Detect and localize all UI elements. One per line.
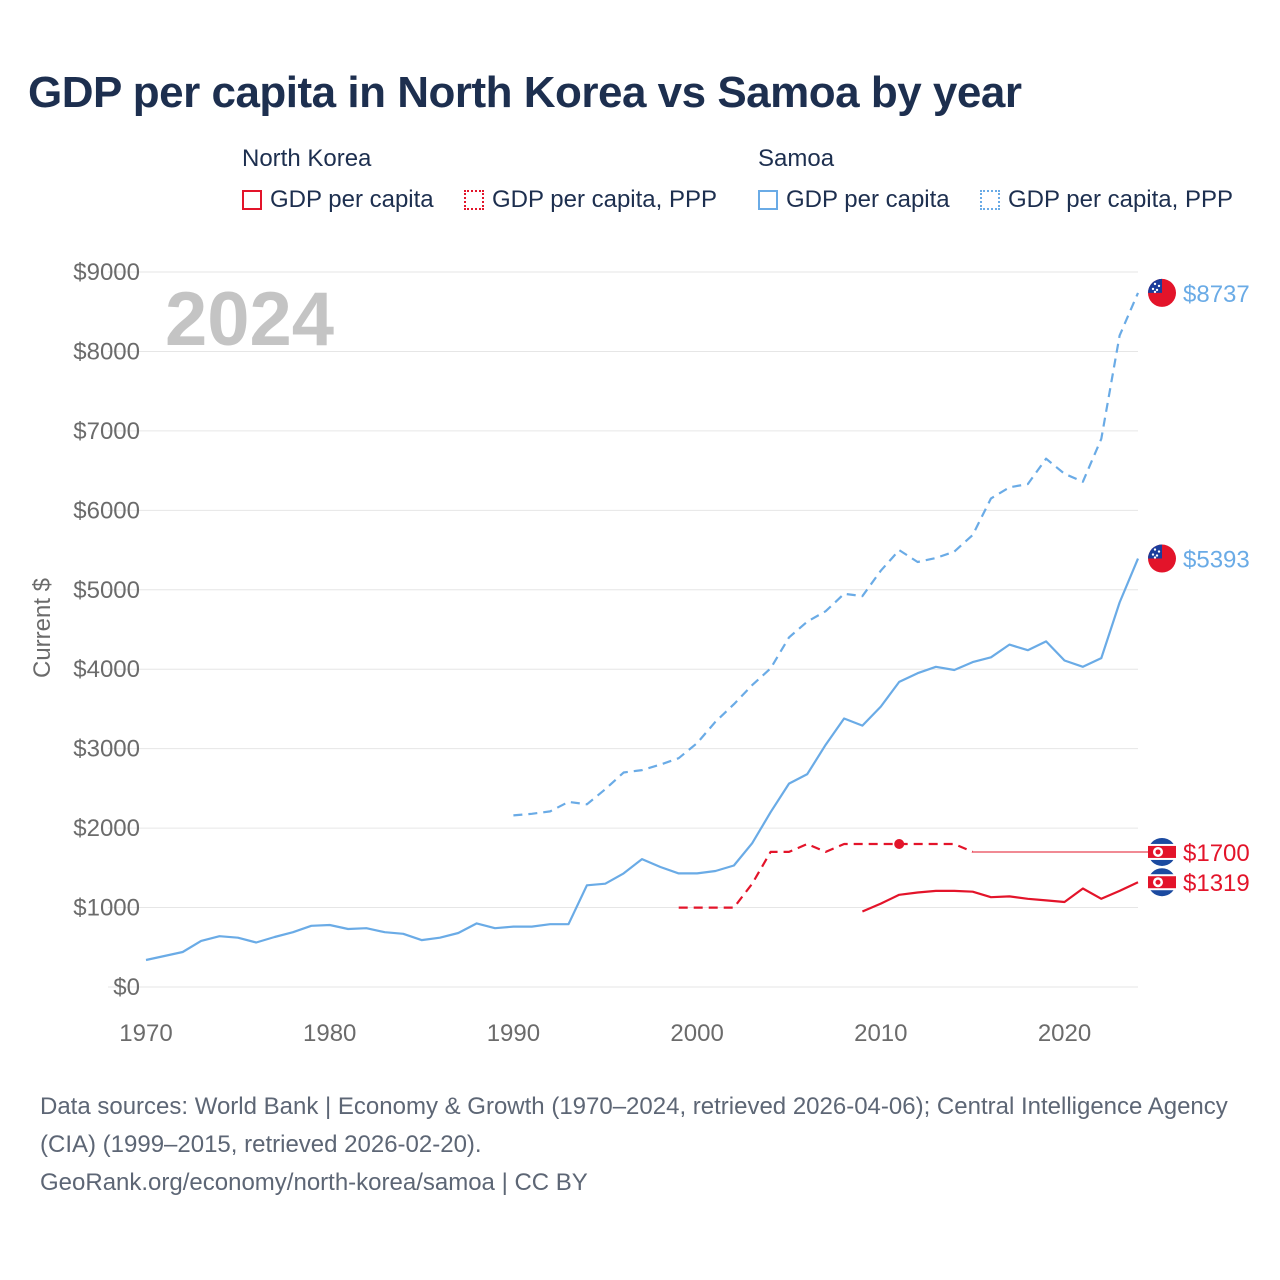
- x-tick-label: 1970: [119, 1020, 172, 1047]
- y-tick-label: $1000: [73, 895, 140, 922]
- y-tick-label: $4000: [73, 656, 140, 683]
- flag-star: [1153, 556, 1157, 559]
- end-value-label: $5393: [1183, 547, 1250, 574]
- grid: [108, 271, 1138, 988]
- end-marker-samoa: $8737: [1148, 278, 1250, 308]
- y-tick-label: $2000: [73, 815, 140, 842]
- flag-star: [1153, 282, 1157, 286]
- y-tick-label: $7000: [73, 418, 140, 445]
- end-marker-north_korea: $1319: [1148, 868, 1250, 897]
- end-value-label: $8737: [1183, 281, 1250, 308]
- y-tick-label: $9000: [73, 259, 140, 286]
- flag-star: [1153, 548, 1157, 551]
- credit-text[interactable]: GeoRank.org/economy/north-korea/samoa | …: [40, 1169, 588, 1196]
- series-line-samoa-gdp-per-capita-ppp: [513, 292, 1140, 817]
- flag-star: [1157, 284, 1161, 288]
- legend-swatch-samoa-gdp: [758, 190, 778, 210]
- flag-star: [1155, 879, 1161, 885]
- end-value-label: $1700: [1183, 840, 1250, 867]
- end-markers: $5393 $8737 $1319 $1700: [1148, 278, 1250, 897]
- chart-title: GDP per capita in North Korea vs Samoa b…: [28, 68, 1022, 117]
- legend-swatch-north-korea-gdp: [242, 190, 262, 210]
- flag-canton: [1148, 544, 1162, 559]
- x-tick-label: 1980: [303, 1020, 356, 1047]
- x-tick-label: 2000: [670, 1020, 723, 1047]
- series: [145, 292, 1160, 962]
- data-sources-text: Data sources: World Bank | Economy & Gro…: [40, 1093, 1228, 1158]
- legend-swatch-samoa-ppp: [980, 190, 1000, 210]
- year-watermark: 2024: [165, 277, 334, 362]
- flag-star: [1151, 287, 1155, 291]
- series-line-north-korea-gdp-per-capita: [861, 881, 1139, 913]
- x-tick-label: 2020: [1038, 1020, 1091, 1047]
- y-axis-ticks: $0 $1000 $2000 $3000 $4000 $5000 $6000 $7000 $80…: [73, 259, 140, 1001]
- flag-canton: [1148, 278, 1162, 293]
- end-marker-north_korea: $1700: [1148, 837, 1250, 867]
- legend-swatch-north-korea-ppp: [464, 190, 484, 210]
- legend-label-north-korea-ppp: GDP per capita, PPP: [492, 186, 717, 213]
- end-value-label: $1319: [1183, 870, 1250, 897]
- line-chart: $0 $1000 $2000 $3000 $4000 $5000 $6000 $7000 $80…: [29, 259, 1250, 1047]
- legend-item-north-korea-ppp[interactable]: GDP per capita, PPP: [464, 186, 717, 214]
- data-point-marker: [894, 839, 905, 849]
- x-tick-label: 2010: [854, 1020, 907, 1047]
- legend-label-samoa-gdp: GDP per capita: [786, 186, 950, 213]
- x-axis-ticks: 1970 1980 1990 2000 2010 2020: [119, 1020, 1091, 1047]
- flag-star: [1155, 554, 1159, 557]
- y-tick-label: $5000: [73, 577, 140, 604]
- legend-item-samoa-gdp[interactable]: GDP per capita: [758, 186, 950, 214]
- legend-label-samoa-ppp: GDP per capita, PPP: [1008, 186, 1233, 213]
- flag-star: [1151, 553, 1155, 556]
- y-tick-label: $3000: [73, 736, 140, 763]
- legend-group-north-korea: North Korea: [242, 145, 372, 172]
- end-marker-samoa: $5393: [1148, 544, 1250, 574]
- legend-item-north-korea-gdp[interactable]: GDP per capita: [242, 186, 434, 214]
- y-tick-label: $0: [113, 974, 140, 1001]
- flag-star: [1155, 849, 1161, 855]
- y-axis-label: Current $: [29, 578, 56, 678]
- flag-star: [1157, 550, 1161, 553]
- x-tick-label: 1990: [487, 1020, 540, 1047]
- y-tick-label: $8000: [73, 338, 140, 365]
- legend-label-north-korea-gdp: GDP per capita: [270, 186, 434, 213]
- flag-star: [1155, 288, 1159, 292]
- flag-star: [1153, 290, 1157, 294]
- legend-item-samoa-ppp[interactable]: GDP per capita, PPP: [980, 186, 1233, 214]
- series-line-north-korea-gdp-per-capita-ppp: [678, 842, 974, 909]
- legend-group-samoa: Samoa: [758, 145, 835, 172]
- source-note: Data sources: World Bank | Economy & Gro…: [40, 1088, 1250, 1202]
- y-tick-label: $6000: [73, 497, 140, 524]
- series-line-samoa-gdp-per-capita: [145, 558, 1140, 962]
